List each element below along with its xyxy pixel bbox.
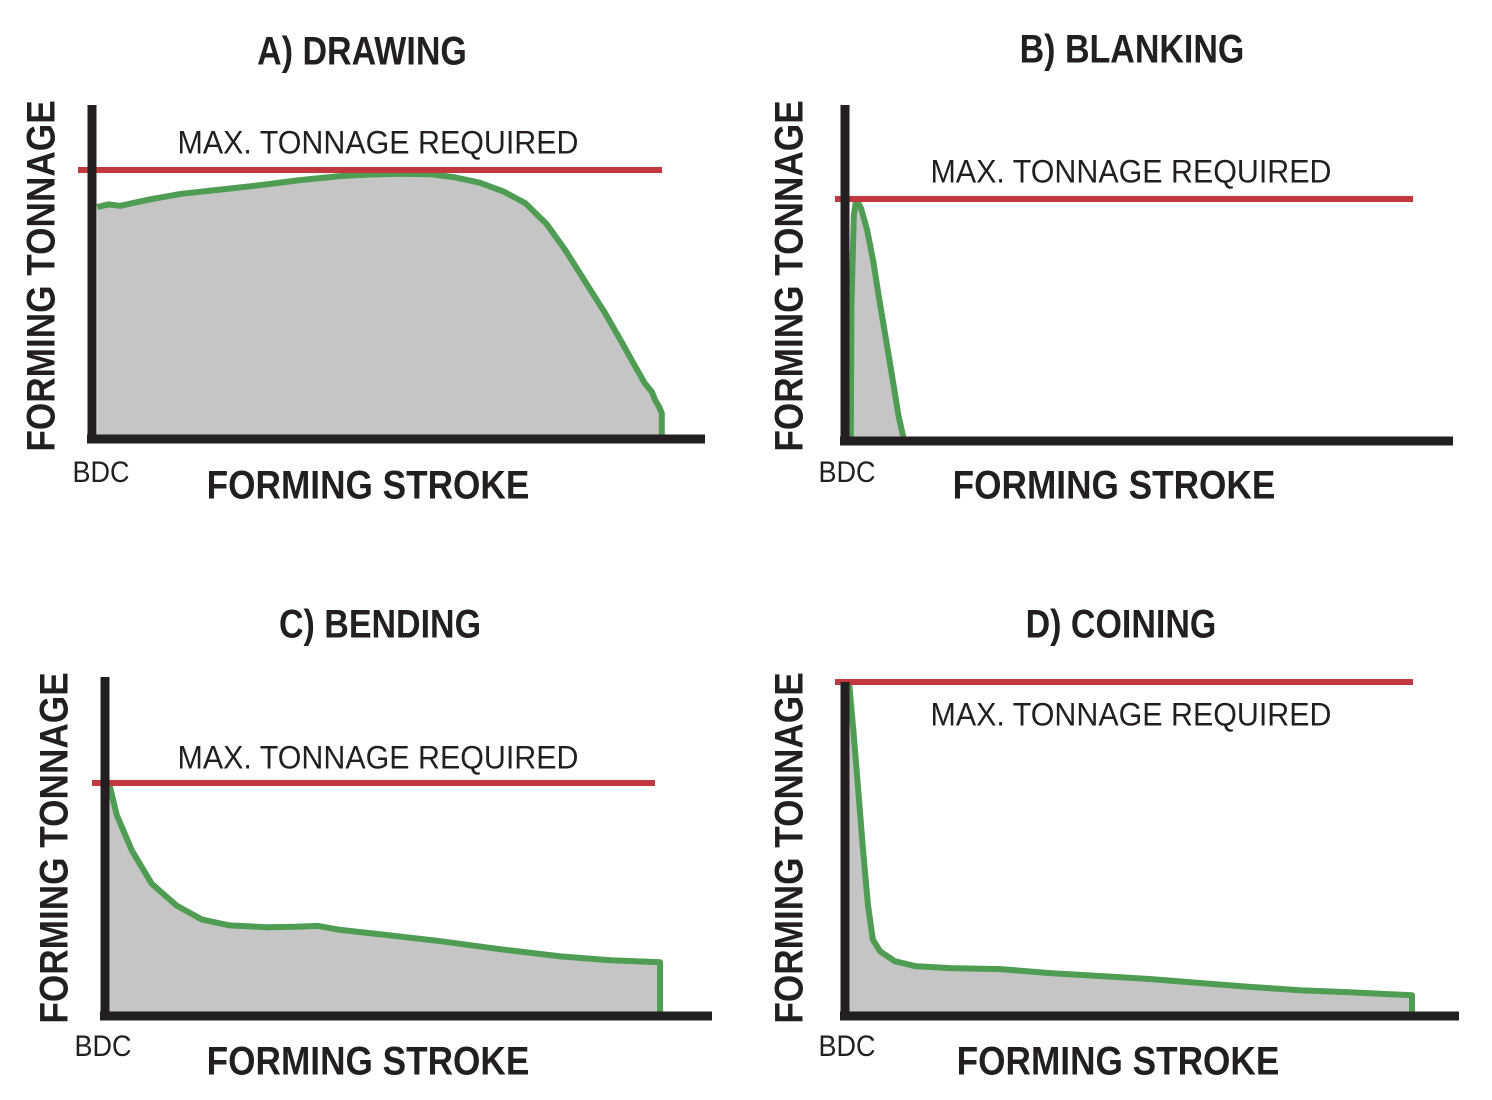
- x-axis-label: FORMING STROKE: [206, 1039, 530, 1084]
- tonnage-area: [849, 682, 1412, 1012]
- x-axis-label: FORMING STROKE: [206, 463, 530, 508]
- max-tonnage-label: MAX. TONNAGE REQUIRED: [930, 696, 1332, 733]
- coining-plot: [835, 679, 1459, 1021]
- tonnage-area: [97, 173, 662, 435]
- tonnage-curve: [106, 782, 664, 1012]
- max-tonnage-label: MAX. TONNAGE REQUIRED: [177, 124, 579, 161]
- max-tonnage-label: MAX. TONNAGE REQUIRED: [930, 153, 1332, 190]
- panel-bending: C) BENDING MAX. TONNAGE REQUIRED FORMING…: [0, 550, 746, 1100]
- drawing-plot: [78, 105, 705, 444]
- y-axis-label: FORMING TONNAGE: [19, 100, 64, 452]
- panel-title: B) BLANKING: [1019, 27, 1245, 72]
- tonnage-area: [109, 783, 661, 1012]
- y-axis-label: FORMING TONNAGE: [767, 672, 812, 1024]
- panel-title: C) BENDING: [278, 602, 482, 647]
- origin-label-bdc: BDC: [818, 456, 876, 489]
- origin-label-bdc: BDC: [72, 456, 130, 489]
- y-axis-label: FORMING TONNAGE: [767, 100, 812, 452]
- max-tonnage-label: MAX. TONNAGE REQUIRED: [177, 739, 579, 776]
- tonnage-curve: [96, 170, 665, 435]
- blanking-plot: [835, 105, 1453, 446]
- y-axis-label: FORMING TONNAGE: [32, 672, 77, 1024]
- tonnage-curve: [847, 196, 907, 438]
- panel-drawing: A) DRAWING MAX. TONNAGE REQUIRED FORMING…: [0, 0, 746, 550]
- x-axis-label: FORMING STROKE: [956, 1039, 1280, 1084]
- panel-title: A) DRAWING: [257, 29, 467, 74]
- panel-coining: D) COINING MAX. TONNAGE REQUIRED FORMING…: [746, 550, 1492, 1100]
- origin-label-bdc: BDC: [74, 1030, 132, 1063]
- panel-title: D) COINING: [1025, 602, 1217, 647]
- bending-plot: [92, 677, 712, 1021]
- panel-blanking: B) BLANKING MAX. TONNAGE REQUIRED FORMIN…: [746, 0, 1492, 550]
- x-axis-label: FORMING STROKE: [952, 463, 1276, 508]
- origin-label-bdc: BDC: [818, 1030, 876, 1063]
- tonnage-curve: [846, 681, 1415, 1012]
